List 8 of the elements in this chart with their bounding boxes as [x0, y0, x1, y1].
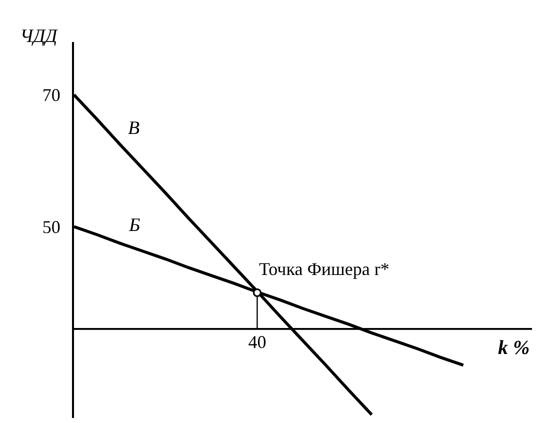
x-axis-title: k % [498, 337, 530, 359]
y-tick-label: 70 [42, 85, 60, 106]
x-tick-label: 40 [248, 332, 266, 352]
annotation: Точка Фишера r* [259, 259, 390, 279]
series-label: В [128, 118, 140, 139]
series-label: Б [128, 215, 140, 236]
y-tick-label: 50 [42, 217, 60, 237]
y-axis-title: ЧДД [20, 26, 58, 47]
